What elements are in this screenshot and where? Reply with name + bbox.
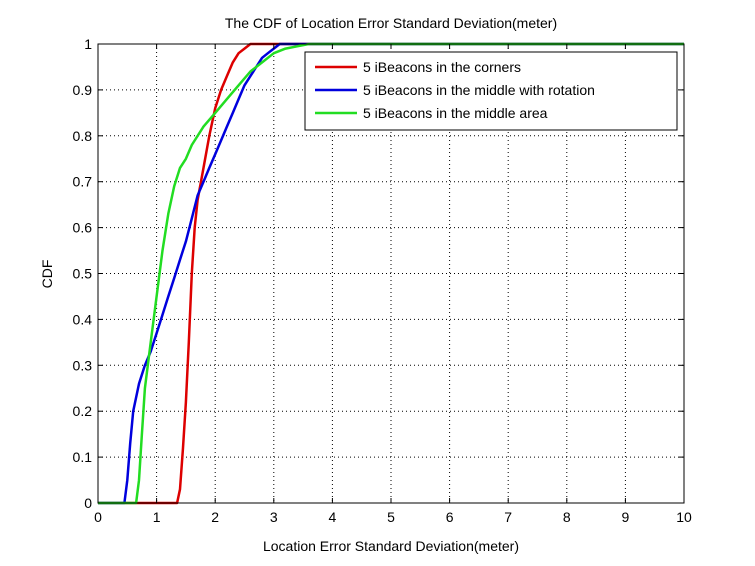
- legend-box: [304, 51, 678, 131]
- y-tick-label: 0.2: [73, 403, 93, 419]
- x-tick-label: 4: [329, 509, 337, 525]
- x-tick-label: 9: [622, 509, 630, 525]
- y-tick-label: 0.6: [73, 220, 93, 236]
- series-line-2: [98, 42, 684, 505]
- series-line-1: [98, 42, 684, 505]
- y-tick-label: 0: [84, 495, 92, 511]
- x-tick-label: 7: [504, 509, 512, 525]
- x-tick-label: 0: [94, 509, 102, 525]
- legend-label-2: 5 iBeacons in the middle with rotation: [363, 82, 595, 98]
- x-tick-label: 1: [153, 509, 161, 525]
- legend: 5 iBeacons in the corners 5 iBeacons in t…: [304, 51, 678, 131]
- series-line-3: [98, 42, 684, 505]
- x-axis-title: Location Error Standard Deviation(meter): [263, 538, 519, 554]
- chart-title: The CDF of Location Error Standard Devia…: [225, 15, 557, 31]
- y-tick-label: 0.8: [73, 128, 93, 144]
- y-tick-label: 0.7: [73, 174, 93, 190]
- series-lines: [98, 42, 684, 505]
- y-tick-label: 0.4: [73, 311, 93, 327]
- y-tick-label: 0.3: [73, 357, 93, 373]
- y-tick-label: 0.5: [73, 266, 93, 282]
- x-tick-label: 2: [211, 509, 219, 525]
- legend-label-3: 5 iBeacons in the middle area: [363, 105, 548, 121]
- y-tick-label: 0.1: [73, 449, 93, 465]
- ticks: 0 1 2 3 4 5 6 7 8 9 10 0 0.1 0.2 0.3 0.4 0.5 0.6 0.7 0.8 0.9…: [73, 36, 692, 525]
- y-tick-label: 1: [84, 36, 92, 52]
- x-tick-label: 6: [446, 509, 454, 525]
- x-tick-label: 10: [676, 509, 692, 525]
- y-axis-title: CDF: [39, 260, 55, 289]
- x-tick-label: 8: [563, 509, 571, 525]
- y-tick-label: 0.9: [73, 82, 93, 98]
- legend-label-1: 5 iBeacons in the corners: [363, 59, 521, 75]
- x-tick-label: 5: [387, 509, 395, 525]
- x-tick-label: 3: [270, 509, 278, 525]
